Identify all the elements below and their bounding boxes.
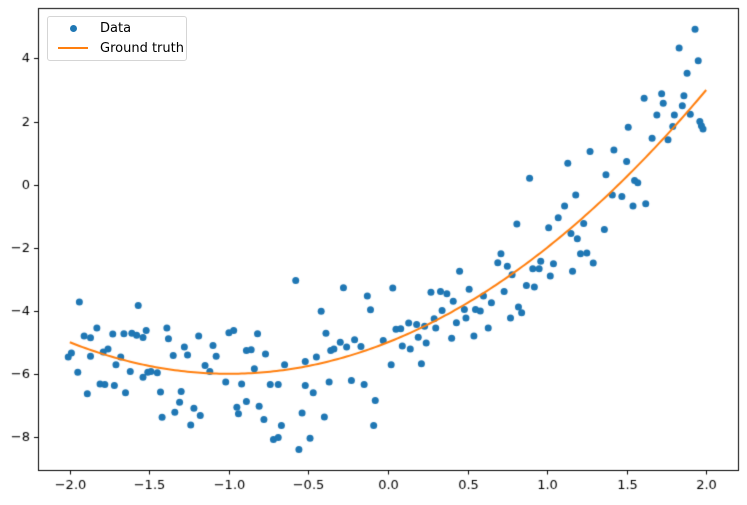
- legend-label-data: Data: [100, 21, 132, 37]
- data-dot-icon: [54, 25, 92, 33]
- legend: Data Ground truth: [47, 16, 187, 61]
- ground-truth-line-icon: [54, 47, 92, 50]
- legend-item-data: Data: [54, 19, 180, 39]
- legend-item-ground-truth: Ground truth: [54, 39, 184, 59]
- legend-label-ground-truth: Ground truth: [100, 40, 184, 56]
